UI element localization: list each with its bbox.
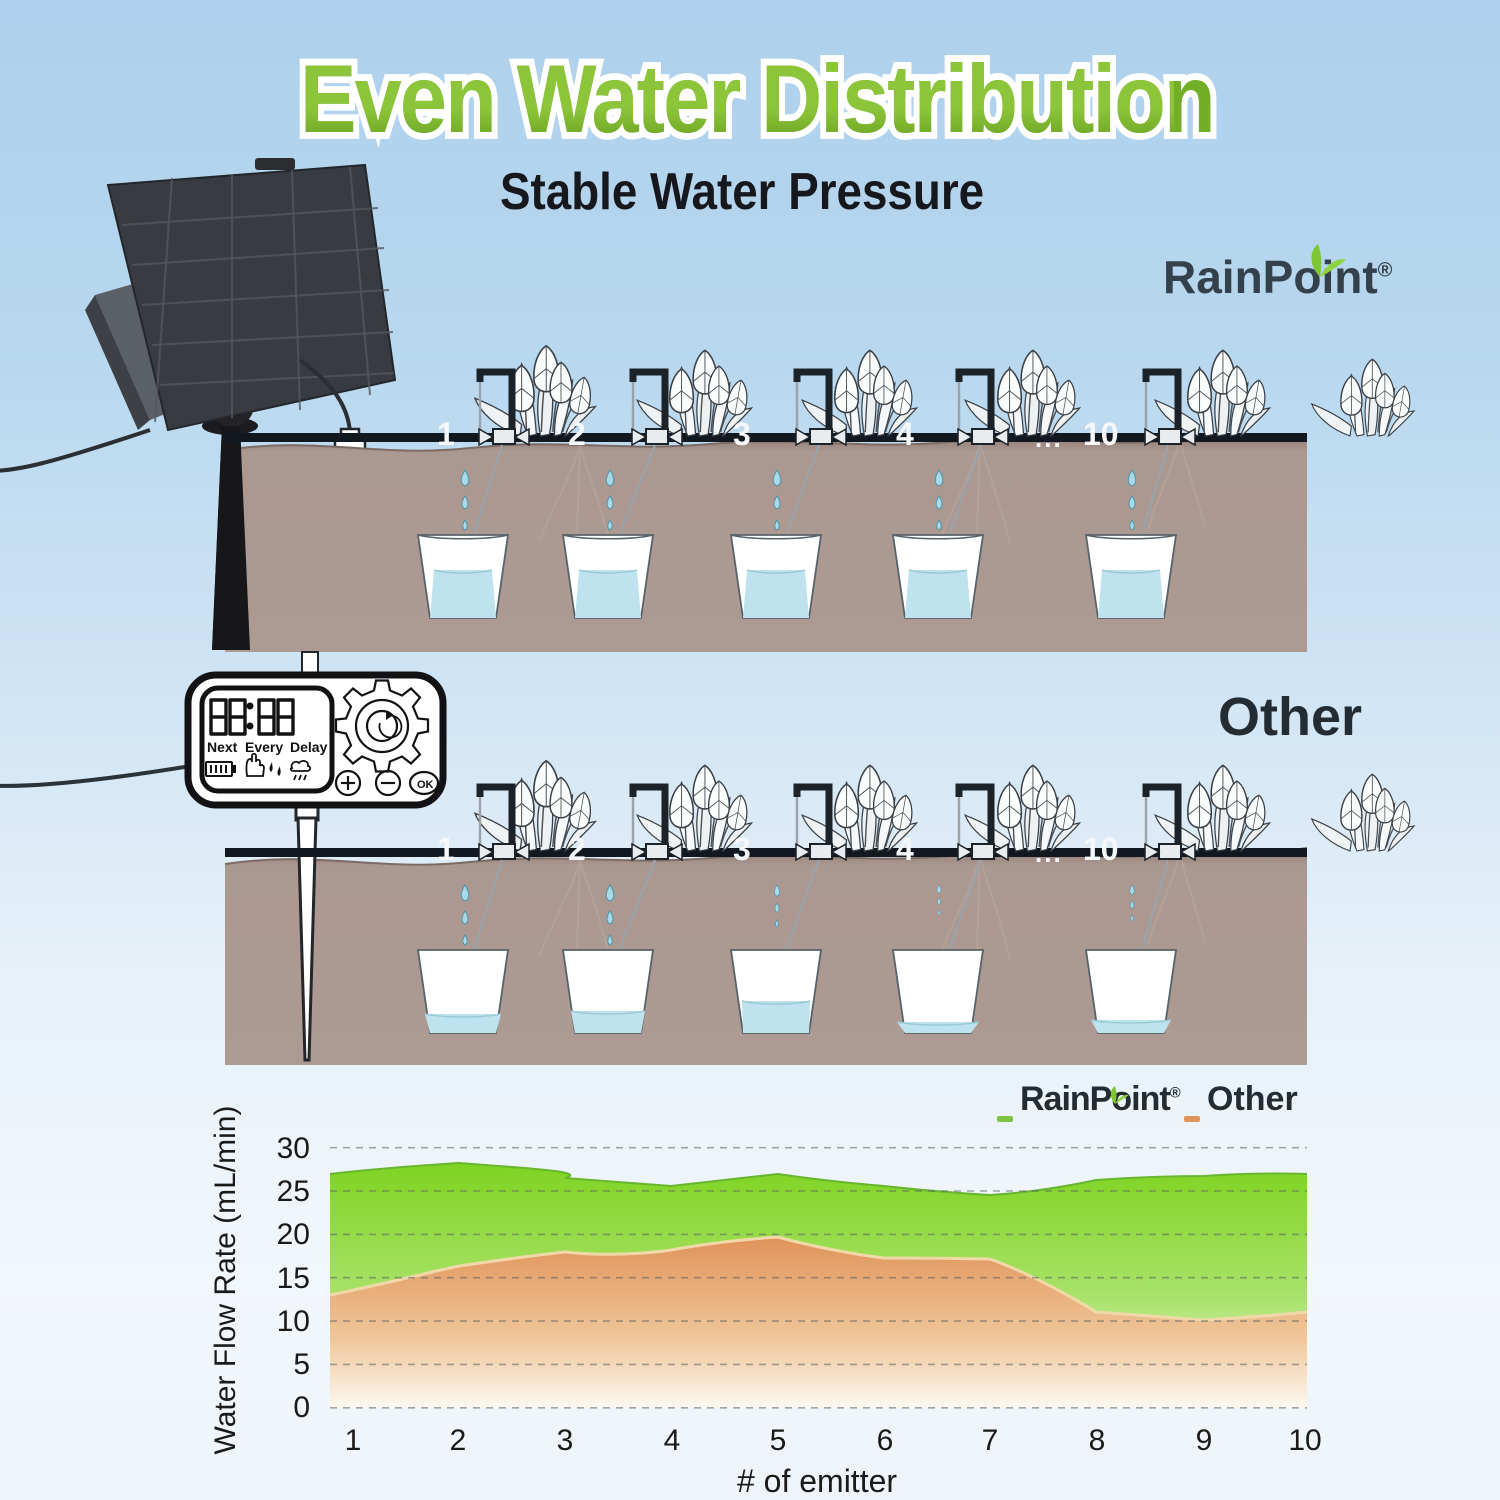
svg-text:3: 3 [557,1424,574,1457]
svg-text:25: 25 [277,1175,310,1208]
svg-text:5: 5 [293,1348,310,1381]
svg-text:0: 0 [293,1391,310,1424]
svg-text:10: 10 [1288,1424,1321,1457]
svg-text:Water Flow Rate (mL/min): Water Flow Rate (mL/min) [209,1106,242,1455]
svg-text:30: 30 [277,1132,310,1165]
svg-text:8: 8 [1089,1424,1106,1457]
svg-text:9: 9 [1196,1424,1213,1457]
svg-text:15: 15 [277,1262,310,1295]
svg-text:1: 1 [345,1424,362,1457]
svg-text:6: 6 [877,1424,894,1457]
svg-text:5: 5 [770,1424,787,1457]
svg-text:7: 7 [982,1424,999,1457]
svg-text:4: 4 [664,1424,681,1457]
svg-text:# of emitter: # of emitter [737,1463,897,1499]
svg-text:20: 20 [277,1218,310,1251]
svg-text:10: 10 [277,1305,310,1338]
svg-text:2: 2 [450,1424,467,1457]
